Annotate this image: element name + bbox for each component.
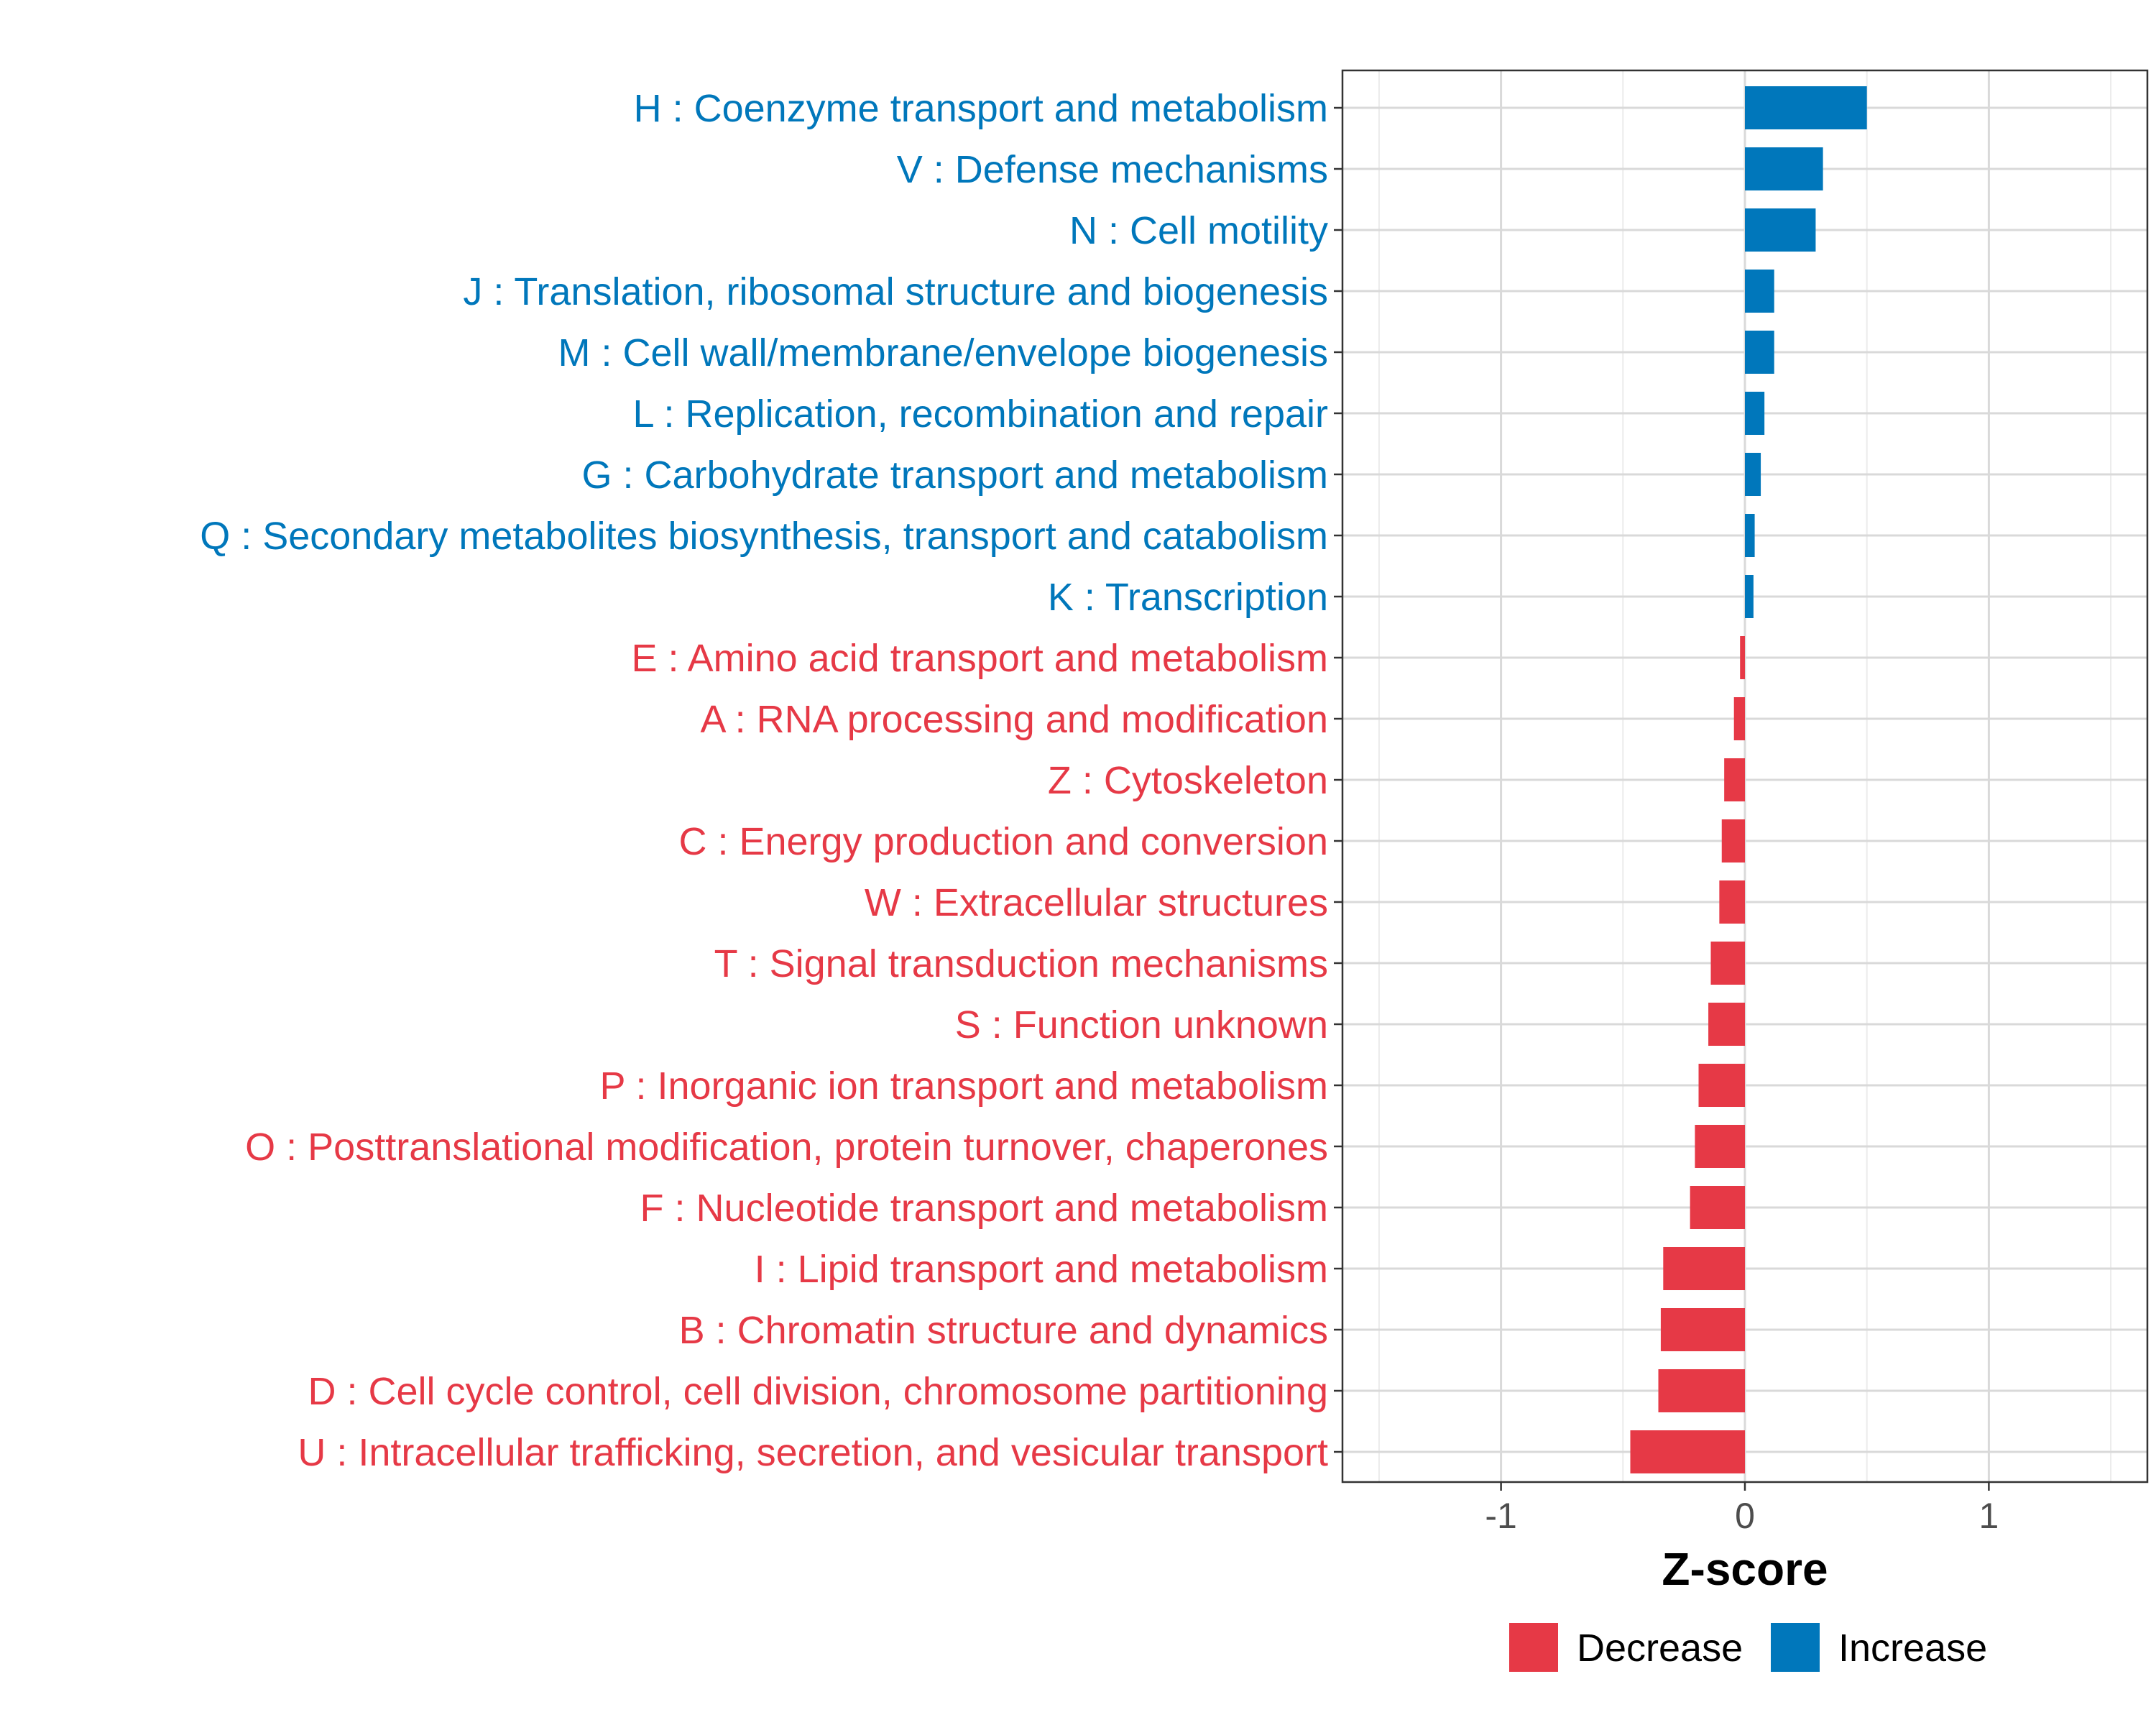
bar-increase bbox=[1745, 208, 1816, 252]
category-labels: H : Coenzyme transport and metabolism V :… bbox=[200, 87, 1342, 1474]
legend-label-decrease: Decrease bbox=[1577, 1627, 1743, 1670]
category-label: F : Nucleotide transport and metabolism bbox=[640, 1187, 1328, 1230]
x-axis-title: Z-score bbox=[1662, 1543, 1828, 1595]
bar-decrease bbox=[1721, 819, 1745, 862]
bar-decrease bbox=[1708, 1003, 1745, 1046]
category-label: M : Cell wall/membrane/envelope biogenes… bbox=[558, 331, 1328, 374]
bar-decrease bbox=[1690, 1186, 1745, 1229]
bar-increase bbox=[1745, 392, 1765, 435]
bar-decrease bbox=[1658, 1369, 1745, 1412]
legend-swatch-increase bbox=[1771, 1623, 1820, 1672]
bar-decrease bbox=[1724, 758, 1745, 801]
bar-decrease bbox=[1663, 1247, 1745, 1290]
bar-decrease bbox=[1733, 697, 1745, 740]
category-label: J : Translation, ribosomal structure and… bbox=[463, 270, 1328, 313]
category-label: Q : Secondary metabolites biosynthesis, … bbox=[200, 515, 1328, 558]
category-label: O : Posttranslational modification, prot… bbox=[245, 1126, 1328, 1169]
category-label: K : Transcription bbox=[1048, 576, 1328, 619]
bar-increase bbox=[1745, 270, 1774, 313]
category-label: N : Cell motility bbox=[1069, 209, 1328, 252]
category-label: P : Inorganic ion transport and metaboli… bbox=[599, 1064, 1328, 1108]
legend-label-increase: Increase bbox=[1838, 1627, 1987, 1670]
bar-increase bbox=[1745, 86, 1867, 129]
bar-decrease bbox=[1740, 636, 1745, 679]
bar-increase bbox=[1745, 575, 1754, 618]
category-label: W : Extracellular structures bbox=[865, 881, 1328, 924]
category-label: U : Intracellular trafficking, secretion… bbox=[298, 1431, 1328, 1474]
category-label: L : Replication, recombination and repai… bbox=[632, 392, 1328, 436]
category-label: H : Coenzyme transport and metabolism bbox=[634, 87, 1328, 130]
bar-decrease bbox=[1719, 880, 1745, 924]
category-label: I : Lipid transport and metabolism bbox=[755, 1248, 1328, 1291]
legend: Decrease Increase bbox=[1509, 1623, 1987, 1672]
category-label: S : Function unknown bbox=[955, 1003, 1328, 1046]
category-label: T : Signal transduction mechanisms bbox=[714, 942, 1328, 985]
bar-decrease bbox=[1660, 1308, 1745, 1351]
x-tick-label: -1 bbox=[1485, 1496, 1516, 1536]
bar-decrease bbox=[1710, 942, 1745, 985]
bar-increase bbox=[1745, 331, 1774, 374]
category-label: G : Carbohydrate transport and metabolis… bbox=[582, 454, 1329, 497]
category-label: A : RNA processing and modification bbox=[701, 698, 1328, 741]
category-label: B : Chromatin structure and dynamics bbox=[679, 1309, 1328, 1352]
bar-decrease bbox=[1695, 1125, 1745, 1168]
bar-decrease bbox=[1630, 1430, 1745, 1473]
category-label: Z : Cytoskeleton bbox=[1048, 759, 1328, 802]
x-tick-label: 1 bbox=[1978, 1496, 1999, 1536]
bar-increase bbox=[1745, 514, 1755, 557]
bar-decrease bbox=[1698, 1064, 1745, 1107]
legend-swatch-decrease bbox=[1509, 1623, 1558, 1672]
category-label: D : Cell cycle control, cell division, c… bbox=[308, 1370, 1328, 1413]
category-label: V : Defense mechanisms bbox=[897, 148, 1328, 191]
bars bbox=[1630, 86, 1867, 1473]
x-axis: -1 0 1 bbox=[1485, 1482, 1999, 1536]
bar-increase bbox=[1745, 453, 1761, 496]
category-label: E : Amino acid transport and metabolism bbox=[632, 637, 1328, 680]
x-tick-label: 0 bbox=[1735, 1496, 1755, 1536]
category-label: C : Energy production and conversion bbox=[678, 820, 1328, 863]
bar-increase bbox=[1745, 147, 1823, 190]
